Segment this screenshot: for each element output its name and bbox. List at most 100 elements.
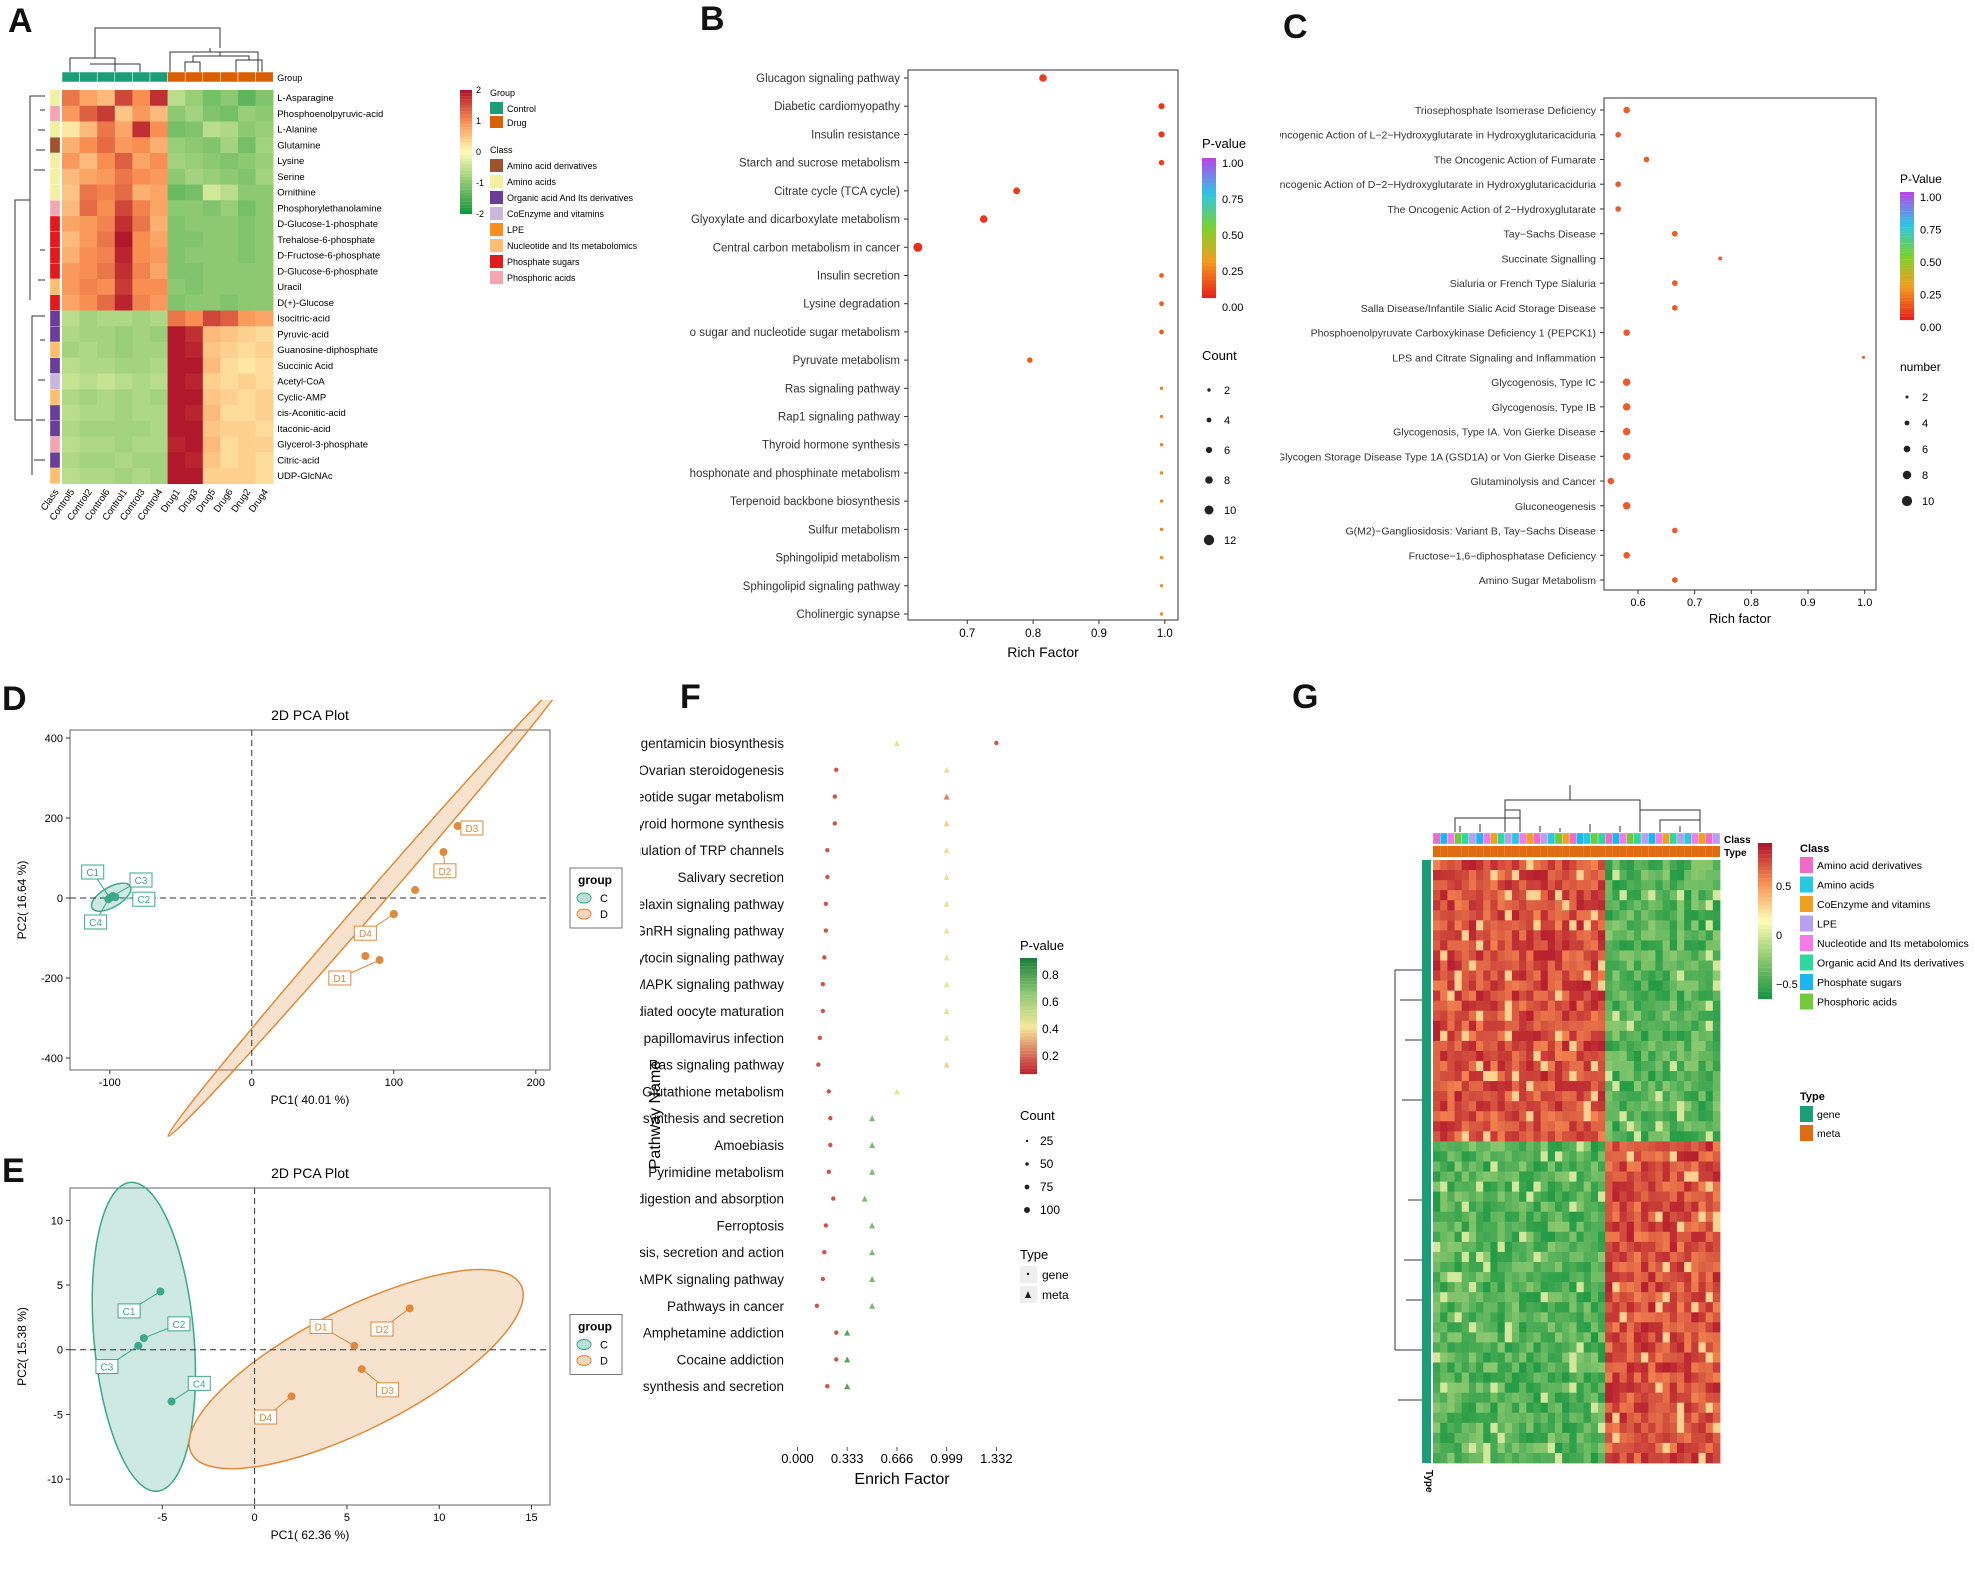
heatmap-cell xyxy=(1533,1442,1542,1454)
heatmap-cell xyxy=(1633,990,1642,1002)
gene-dot xyxy=(820,1008,826,1014)
pathway-dot xyxy=(1623,329,1630,336)
heatmap-cell xyxy=(1511,1262,1520,1273)
heatmap-cell xyxy=(1497,1061,1506,1072)
heatmap-cell xyxy=(185,452,204,469)
pathway-label: Insulin resistance xyxy=(811,129,900,141)
heatmap-cell xyxy=(97,294,116,311)
heatmap-cell xyxy=(1454,1282,1463,1293)
heatmap-cell xyxy=(1598,890,1606,901)
type-annotation-cell xyxy=(1633,846,1642,857)
heatmap-cell xyxy=(1504,930,1513,941)
heatmap-cell xyxy=(1490,860,1498,871)
heatmap-cell xyxy=(1619,1312,1628,1323)
heatmap-cell xyxy=(1626,1452,1635,1464)
heatmap-cell xyxy=(1476,900,1484,911)
heatmap-cell xyxy=(1511,1452,1520,1464)
heatmap-cell xyxy=(1676,1231,1685,1243)
heatmap-cell xyxy=(1705,1322,1714,1333)
heatmap-cell xyxy=(1511,1101,1520,1112)
panel-label-f: F xyxy=(680,678,701,716)
heatmap-cell xyxy=(1504,1010,1513,1022)
heatmap-cell xyxy=(1712,1241,1721,1253)
heatmap-cell xyxy=(1540,1272,1549,1283)
heatmap-cell xyxy=(202,90,221,107)
heatmap-cell xyxy=(1598,1161,1606,1172)
heatmap-cell xyxy=(1511,1131,1520,1142)
heatmap-cell xyxy=(1468,1392,1477,1404)
heatmap-cell xyxy=(1497,1050,1506,1062)
heatmap-cell xyxy=(1476,980,1484,992)
heatmap-cell xyxy=(1504,1131,1513,1142)
scale-bar-segment xyxy=(1758,846,1772,851)
heatmap-cell xyxy=(1662,870,1671,881)
heatmap-cell xyxy=(1511,1000,1520,1012)
heatmap-cell xyxy=(255,420,274,437)
class-cell xyxy=(49,263,61,280)
heatmap-cell xyxy=(132,168,151,185)
scale-bar-segment xyxy=(1758,948,1772,953)
heatmap-cell xyxy=(1633,1231,1642,1243)
gene-dot xyxy=(826,1089,832,1094)
y-axis-title: PC2( 15.38 %) xyxy=(15,1307,29,1386)
pathway-dot xyxy=(1671,280,1678,287)
sample-point xyxy=(453,822,462,830)
heatmap-cell xyxy=(62,216,80,233)
heatmap-cell xyxy=(1540,1111,1549,1122)
pathway-label: Salivary secretion xyxy=(677,870,784,885)
heatmap-cell xyxy=(1612,1131,1620,1142)
heatmap-cell xyxy=(1504,1322,1513,1333)
heatmap-cell xyxy=(1569,1322,1577,1333)
heatmap-cell xyxy=(1511,1251,1520,1263)
heatmap-cell xyxy=(1562,1422,1570,1434)
heatmap-cell xyxy=(1540,1071,1549,1082)
heatmap-cell xyxy=(1619,1141,1628,1152)
heatmap-cell xyxy=(1433,1050,1441,1062)
heatmap-cell xyxy=(1569,1432,1577,1444)
heatmap-cell xyxy=(1684,940,1692,951)
heatmap-cell xyxy=(1497,1332,1506,1343)
heatmap-cell xyxy=(97,231,116,248)
heatmap-cell xyxy=(150,420,168,437)
heatmap-cell xyxy=(255,468,274,485)
heatmap-cell xyxy=(255,263,274,280)
heatmap-cell xyxy=(202,231,221,248)
heatmap-cell xyxy=(1590,1061,1599,1072)
heatmap-cell xyxy=(1669,870,1678,881)
type-legend-title: Type xyxy=(1020,1247,1048,1262)
pathway-label: Amoebiasis xyxy=(714,1138,784,1153)
heatmap-cell xyxy=(150,326,168,343)
heatmap-cell xyxy=(1655,1302,1663,1313)
heatmap-cell xyxy=(202,436,221,453)
heatmap-cell xyxy=(1461,980,1470,992)
heatmap-cell xyxy=(150,153,168,170)
heatmap-cell xyxy=(1648,1131,1656,1142)
heatmap-cell xyxy=(1519,1292,1527,1303)
heatmap-cell xyxy=(1540,970,1549,981)
heatmap-cell xyxy=(1669,1412,1678,1424)
heatmap-cell xyxy=(1648,930,1656,941)
group-bar-cell xyxy=(79,71,98,83)
heatmap-cell xyxy=(1648,860,1656,871)
color-legend-segment xyxy=(1020,958,1037,961)
legend-title: group xyxy=(578,873,612,887)
heatmap-cell xyxy=(1433,1111,1441,1122)
heatmap-cell xyxy=(1483,1372,1491,1383)
class-cell xyxy=(49,152,61,169)
heatmap-cell xyxy=(114,342,133,359)
class-annotation-cell xyxy=(1569,832,1577,845)
color-legend-segment xyxy=(1202,280,1216,285)
scale-bar-segment xyxy=(1758,909,1772,914)
heatmap-cell xyxy=(1641,860,1649,871)
heatmap-cell xyxy=(1490,1000,1498,1012)
heatmap-cell xyxy=(1461,1061,1470,1072)
heatmap-cell xyxy=(114,216,133,233)
heatmap-cell xyxy=(1705,1151,1714,1162)
heatmap-cell xyxy=(1641,1402,1649,1414)
heatmap-cell xyxy=(132,357,151,374)
y-axis-title: Pathway Name xyxy=(647,1061,664,1170)
legend-swatch xyxy=(576,892,592,904)
heatmap-cell xyxy=(132,468,151,485)
heatmap-cell xyxy=(1433,1282,1441,1293)
color-legend-segment xyxy=(1020,1021,1037,1025)
